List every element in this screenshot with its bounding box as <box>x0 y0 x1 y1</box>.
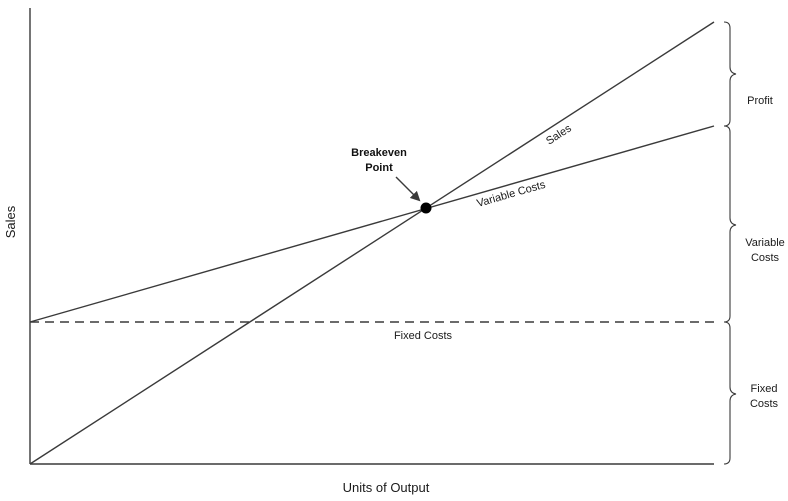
variable-costs-brace <box>723 125 737 323</box>
variable-costs-brace-label-line2: Costs <box>751 252 780 264</box>
breakeven-point-marker <box>420 202 432 214</box>
fixed-costs-brace-label-line2: Costs <box>750 398 779 410</box>
fixed-costs-brace-label-line1: Fixed <box>751 383 778 395</box>
fixed-costs-brace <box>723 321 737 465</box>
variable-costs-line <box>29 125 715 323</box>
y-axis-label: Sales <box>3 205 18 238</box>
breakeven-label-line1: Breakeven <box>351 147 407 159</box>
sales-line-label: Sales <box>544 122 574 147</box>
breakeven-label-line2: Point <box>365 162 393 174</box>
profit-brace-label: Profit <box>747 95 773 107</box>
breakeven-arrow <box>395 176 421 202</box>
sales-line <box>29 21 715 465</box>
x-axis-label: Units of Output <box>343 480 430 495</box>
variable-costs-brace-label-line1: Variable <box>745 237 785 249</box>
profit-brace <box>723 21 737 127</box>
fixed-costs-line-label: Fixed Costs <box>394 330 453 342</box>
